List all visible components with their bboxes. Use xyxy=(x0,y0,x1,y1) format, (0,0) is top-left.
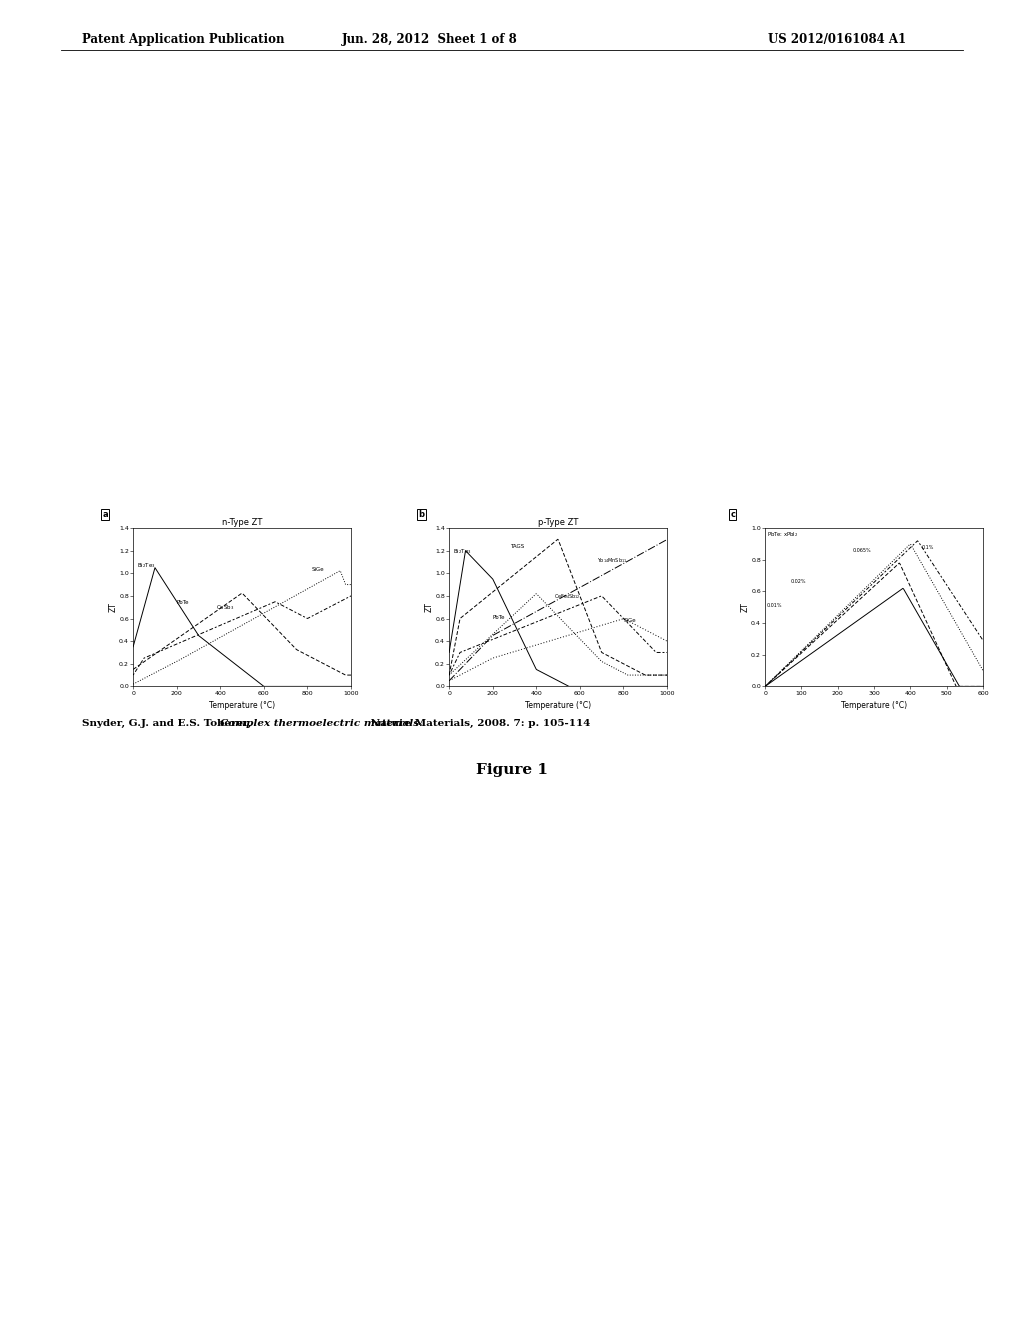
Text: SiGe: SiGe xyxy=(624,618,636,623)
Text: CeFe$_4$Sb$_{12}$: CeFe$_4$Sb$_{12}$ xyxy=(554,593,581,601)
Text: SiGe: SiGe xyxy=(312,568,325,572)
Y-axis label: ZT: ZT xyxy=(740,602,750,612)
Text: CoSb$_3$: CoSb$_3$ xyxy=(216,603,234,612)
Text: 0.1%: 0.1% xyxy=(922,545,934,549)
Text: PbTe: xPbI$_2$: PbTe: xPbI$_2$ xyxy=(767,529,799,539)
Text: PbTe: PbTe xyxy=(177,599,189,605)
Text: Nature Materials, 2008. 7: p. 105-114: Nature Materials, 2008. 7: p. 105-114 xyxy=(367,719,591,729)
X-axis label: Temperature (°C): Temperature (°C) xyxy=(841,701,907,710)
Text: Patent Application Publication: Patent Application Publication xyxy=(82,33,285,46)
X-axis label: Temperature (°C): Temperature (°C) xyxy=(209,701,275,710)
Text: b: b xyxy=(419,510,425,519)
Y-axis label: ZT: ZT xyxy=(425,602,434,612)
Text: Jun. 28, 2012  Sheet 1 of 8: Jun. 28, 2012 Sheet 1 of 8 xyxy=(342,33,518,46)
Text: Bi$_2$Te$_3$: Bi$_2$Te$_3$ xyxy=(454,546,472,556)
Text: Complex thermoelectric materials.: Complex thermoelectric materials. xyxy=(220,719,423,729)
Text: PbTe: PbTe xyxy=(493,615,505,619)
Y-axis label: ZT: ZT xyxy=(109,602,118,612)
Text: 0.02%: 0.02% xyxy=(791,579,806,585)
Title: p-Type ZT: p-Type ZT xyxy=(538,519,579,527)
Title: n-Type ZT: n-Type ZT xyxy=(222,519,262,527)
Text: Bi$_2$Te$_3$: Bi$_2$Te$_3$ xyxy=(137,561,157,570)
Text: US 2012/0161084 A1: US 2012/0161084 A1 xyxy=(768,33,906,46)
Text: Yb$_{14}$MnSb$_{11}$: Yb$_{14}$MnSb$_{11}$ xyxy=(597,556,628,565)
Text: c: c xyxy=(730,510,735,519)
Text: Snyder, G.J. and E.S. Toberer,: Snyder, G.J. and E.S. Toberer, xyxy=(82,719,255,729)
Text: 0.01%: 0.01% xyxy=(767,603,782,609)
Text: a: a xyxy=(102,510,109,519)
Text: TAGS: TAGS xyxy=(510,544,524,549)
X-axis label: Temperature (°C): Temperature (°C) xyxy=(525,701,591,710)
Text: Figure 1: Figure 1 xyxy=(476,763,548,777)
Text: 0.065%: 0.065% xyxy=(852,548,870,553)
